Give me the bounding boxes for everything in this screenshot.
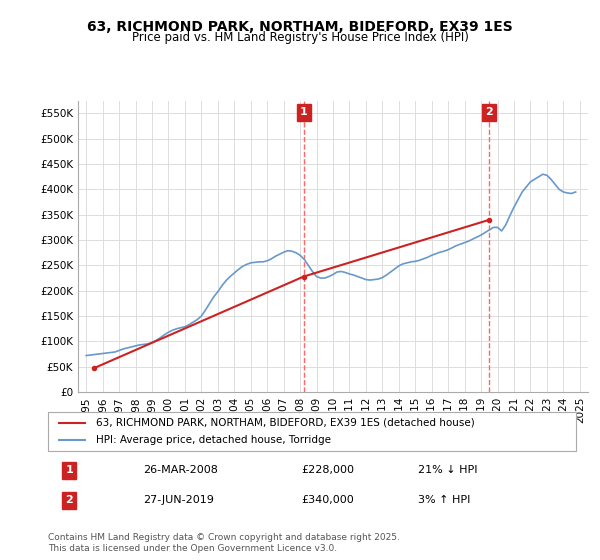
Text: £340,000: £340,000: [301, 496, 354, 506]
Text: 26-MAR-2008: 26-MAR-2008: [143, 465, 218, 475]
Text: 3% ↑ HPI: 3% ↑ HPI: [418, 496, 470, 506]
Text: 27-JUN-2019: 27-JUN-2019: [143, 496, 214, 506]
Text: 2: 2: [65, 496, 73, 506]
Text: 21% ↓ HPI: 21% ↓ HPI: [418, 465, 477, 475]
Text: 2: 2: [485, 108, 493, 118]
Text: HPI: Average price, detached house, Torridge: HPI: Average price, detached house, Torr…: [95, 435, 331, 445]
Text: Contains HM Land Registry data © Crown copyright and database right 2025.
This d: Contains HM Land Registry data © Crown c…: [48, 533, 400, 553]
Text: Price paid vs. HM Land Registry's House Price Index (HPI): Price paid vs. HM Land Registry's House …: [131, 31, 469, 44]
Text: 63, RICHMOND PARK, NORTHAM, BIDEFORD, EX39 1ES (detached house): 63, RICHMOND PARK, NORTHAM, BIDEFORD, EX…: [95, 418, 474, 428]
FancyBboxPatch shape: [48, 412, 576, 451]
Text: 1: 1: [65, 465, 73, 475]
Text: £228,000: £228,000: [301, 465, 355, 475]
Text: 1: 1: [300, 108, 308, 118]
Text: 63, RICHMOND PARK, NORTHAM, BIDEFORD, EX39 1ES: 63, RICHMOND PARK, NORTHAM, BIDEFORD, EX…: [87, 20, 513, 34]
